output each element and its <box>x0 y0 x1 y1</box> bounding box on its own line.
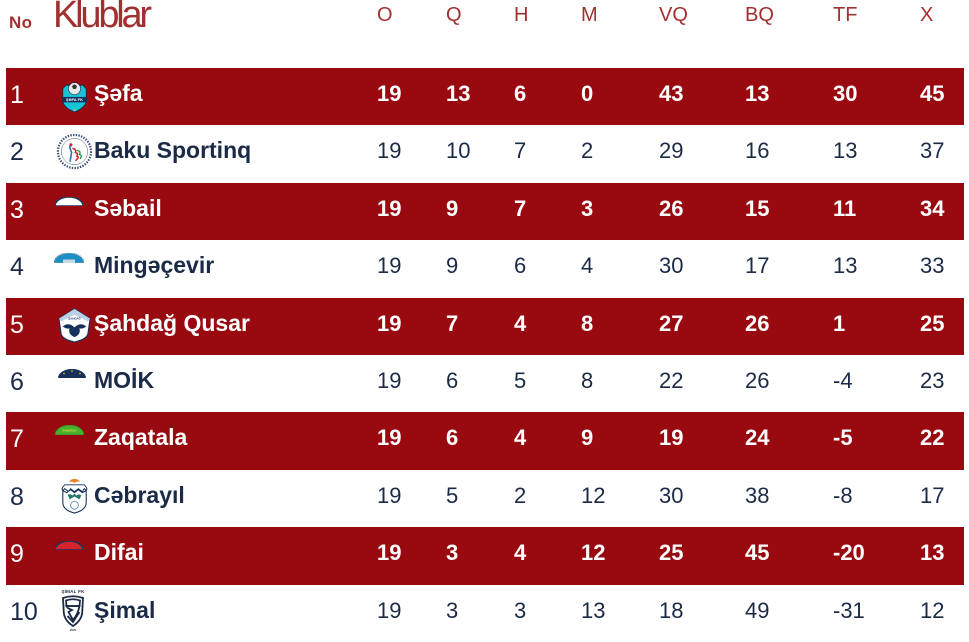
svg-text:2020: 2020 <box>70 628 77 632</box>
svg-text:ŞİMAL FK: ŞİMAL FK <box>61 588 85 594</box>
svg-text:ŞƏFA FK: ŞƏFA FK <box>66 97 83 102</box>
svg-text:ŞAHDAĞ: ŞAHDAĞ <box>68 315 81 320</box>
svg-text:ZAQATALA: ZAQATALA <box>63 429 77 433</box>
